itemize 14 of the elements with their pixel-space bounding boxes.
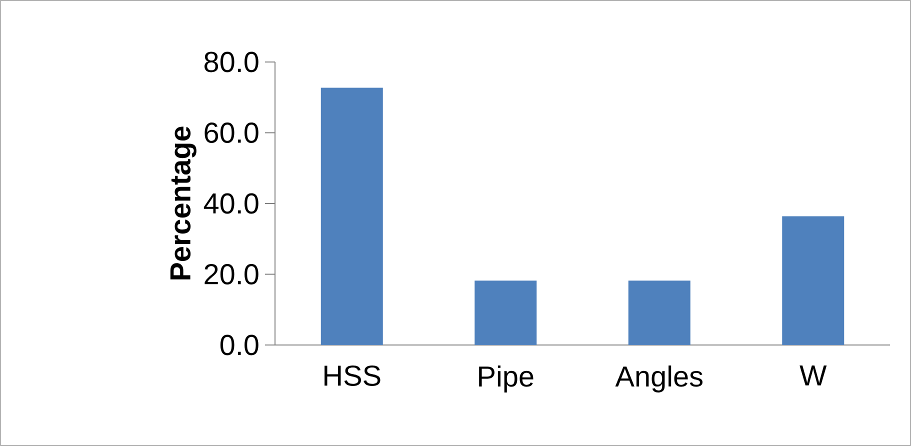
bar bbox=[320, 88, 383, 345]
bar bbox=[782, 216, 844, 345]
x-tick-label: Angles bbox=[615, 366, 702, 392]
x-tick-label: HSS bbox=[324, 366, 380, 386]
y-tick-label: 0.0 bbox=[220, 334, 258, 356]
y-tick-label: 20.0 bbox=[204, 264, 258, 284]
bar bbox=[628, 280, 690, 345]
y-axis-title: Percentage bbox=[170, 126, 196, 280]
y-tick-label: 60.0 bbox=[204, 122, 258, 143]
x-tick-label: W bbox=[800, 366, 827, 386]
x-tick-label: Pipe bbox=[479, 366, 534, 392]
y-tick-label: 80.0 bbox=[204, 52, 258, 72]
bar bbox=[474, 280, 537, 345]
y-tick-label: 40.0 bbox=[204, 193, 258, 214]
